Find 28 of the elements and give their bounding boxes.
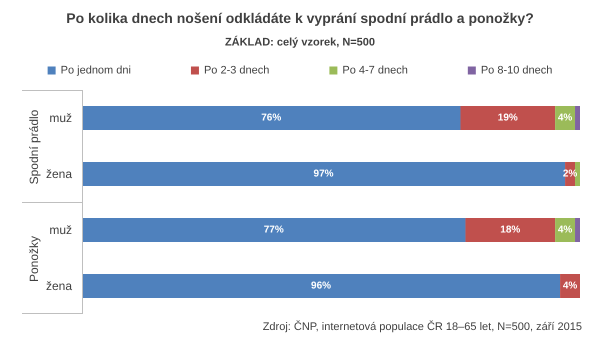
chart-title: Po kolika dnech nošení odkládáte k vyprání spodní prádlo a ponožky? (66, 10, 534, 26)
bar (460, 106, 556, 130)
bar (465, 218, 556, 242)
chart-subtitle: ZÁKLAD: celý vzorek, N=500 (224, 36, 376, 48)
y-tick-label: muž (49, 111, 72, 125)
data-label: 76% (261, 112, 282, 124)
data-label: 19% (498, 112, 518, 124)
data-label: 4% (558, 112, 572, 124)
bar (82, 274, 560, 298)
data-label: 4% (562, 280, 578, 292)
text: Zdroj: ČNP, internetová populace ČR 18–65 let, N=500, září 2015 (262, 321, 582, 333)
bar (82, 106, 460, 130)
bar (575, 162, 580, 186)
data-label: 18% (500, 224, 520, 236)
data-label: 4% (558, 224, 572, 236)
y-tick-label: žena (46, 167, 72, 181)
legend-label: Po 4-7 dnech (342, 64, 408, 76)
legend-label: Po 8-10 dnech (480, 64, 552, 76)
y-tick-label: muž (49, 223, 72, 237)
legend-label: Po jednom dni (60, 64, 131, 76)
legend-label: Po 2-3 dnech (204, 64, 270, 76)
y-tick-label: žena (46, 279, 72, 293)
data-label: 96% (311, 280, 332, 292)
bar (575, 106, 580, 130)
data-label: 97% (314, 168, 334, 180)
bar (575, 218, 580, 242)
data-label: 77% (264, 224, 284, 236)
bar (82, 218, 466, 242)
